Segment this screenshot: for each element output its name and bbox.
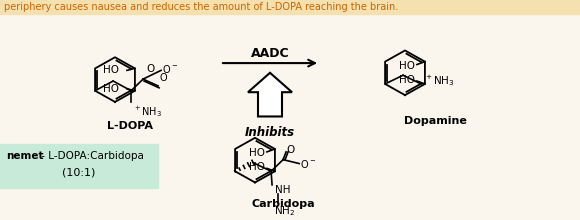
Text: $^+$NH$_3$: $^+$NH$_3$ <box>133 104 162 119</box>
Text: HO: HO <box>249 148 265 158</box>
Text: $^+$NH$_3$: $^+$NH$_3$ <box>424 73 455 88</box>
Text: HO: HO <box>399 75 415 85</box>
Text: HO: HO <box>399 61 415 71</box>
Text: L-DOPA: L-DOPA <box>107 121 153 131</box>
Text: Dopamine: Dopamine <box>404 116 466 126</box>
Text: nemet: nemet <box>6 151 44 161</box>
Text: HO: HO <box>103 84 119 94</box>
Text: O$^-$: O$^-$ <box>300 158 316 170</box>
Text: periphery causes nausea and reduces the amount of L-DOPA reaching the brain.: periphery causes nausea and reduces the … <box>4 2 398 12</box>
Text: HO: HO <box>103 65 119 75</box>
Text: NH$_2$: NH$_2$ <box>274 204 295 218</box>
Text: HO: HO <box>249 162 265 172</box>
Text: O: O <box>159 73 166 83</box>
Text: O: O <box>146 64 154 74</box>
Text: Carbidopa: Carbidopa <box>251 199 315 209</box>
Text: (10:1): (10:1) <box>62 168 96 178</box>
Text: Inhibits: Inhibits <box>245 126 295 139</box>
Text: O: O <box>286 145 294 155</box>
Text: O$^-$: O$^-$ <box>162 63 178 75</box>
Text: AADC: AADC <box>251 47 289 60</box>
Bar <box>0 0 580 14</box>
Polygon shape <box>248 73 292 116</box>
Bar <box>0 144 158 188</box>
Text: NH: NH <box>275 185 291 195</box>
Text: - L-DOPA:Carbidopa: - L-DOPA:Carbidopa <box>38 151 144 161</box>
